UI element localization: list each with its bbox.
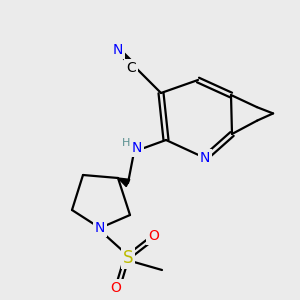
Text: N: N (113, 43, 123, 57)
Text: O: O (148, 229, 159, 243)
Text: C: C (126, 61, 136, 75)
Polygon shape (118, 178, 130, 187)
Text: H: H (122, 138, 130, 148)
Text: S: S (123, 249, 133, 267)
Text: O: O (111, 281, 122, 295)
Text: N: N (200, 151, 210, 165)
Text: N: N (95, 221, 105, 235)
Text: N: N (132, 141, 142, 155)
